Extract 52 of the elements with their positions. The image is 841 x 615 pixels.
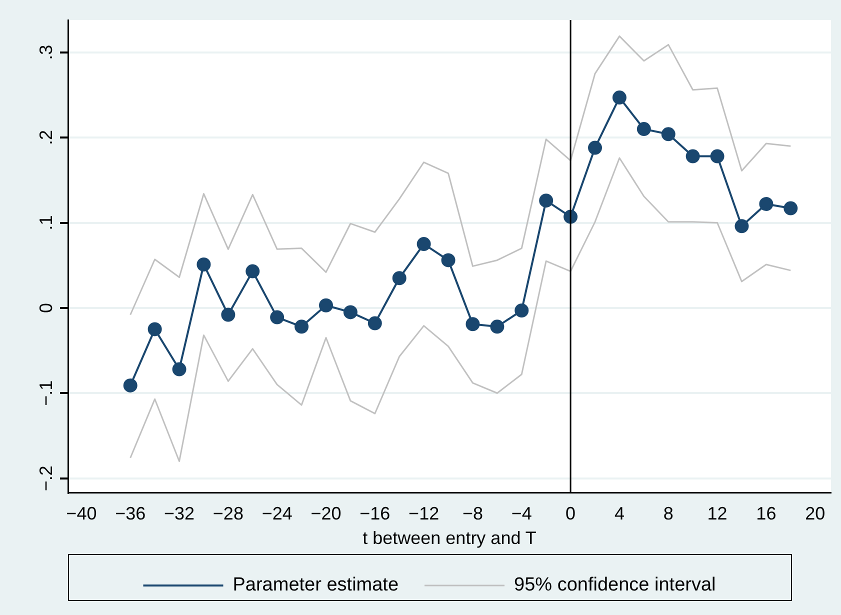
x-tick-label: −16 [360,504,390,524]
point [490,320,504,334]
point [319,298,333,312]
point [270,310,284,324]
x-tick-label: 8 [663,504,674,524]
point [294,320,309,334]
x-tick-label: −32 [164,504,195,524]
point [759,197,774,212]
y-tick-label: .1 [36,215,56,230]
point [392,271,406,286]
point [221,308,236,322]
y-tick-label: 0 [36,302,56,313]
x-tick-label: −24 [262,504,292,524]
y-tick-label: −.1 [36,380,56,406]
x-tick-label: 4 [614,504,624,524]
x-tick-label: −36 [115,504,146,524]
point [416,237,431,252]
point [368,316,382,330]
point [539,194,554,208]
point [588,140,602,155]
x-tick-label: 20 [805,504,826,524]
point [172,362,186,376]
x-tick-label: −28 [212,504,244,524]
x-axis-title: t between entry and T [362,528,536,548]
x-tick-label: −40 [66,504,97,524]
x-tick-label: 0 [566,504,576,524]
point [441,253,456,268]
point [710,149,724,164]
legend-label: 95% confidence interval [514,574,716,596]
point [148,322,162,336]
y-tick-label: −.2 [36,466,56,492]
point [734,219,749,234]
x-tick-label: −4 [511,504,532,524]
x-tick-label: −20 [310,504,342,524]
x-tick-label: −12 [408,504,440,524]
x-tick-label: 16 [756,504,776,524]
y-tick-label: .2 [36,130,56,146]
point [123,378,138,392]
point [246,264,260,278]
legend-label: Parameter estimate [232,574,399,596]
point [612,90,626,105]
point [343,305,358,320]
x-tick-label: 12 [707,504,728,524]
point [661,127,676,142]
point [686,149,700,164]
point [514,303,529,318]
point [466,317,480,332]
point [784,201,798,216]
y-tick-label: .3 [36,44,56,60]
point [636,122,651,136]
x-tick-label: −8 [462,504,483,524]
point [196,257,211,272]
